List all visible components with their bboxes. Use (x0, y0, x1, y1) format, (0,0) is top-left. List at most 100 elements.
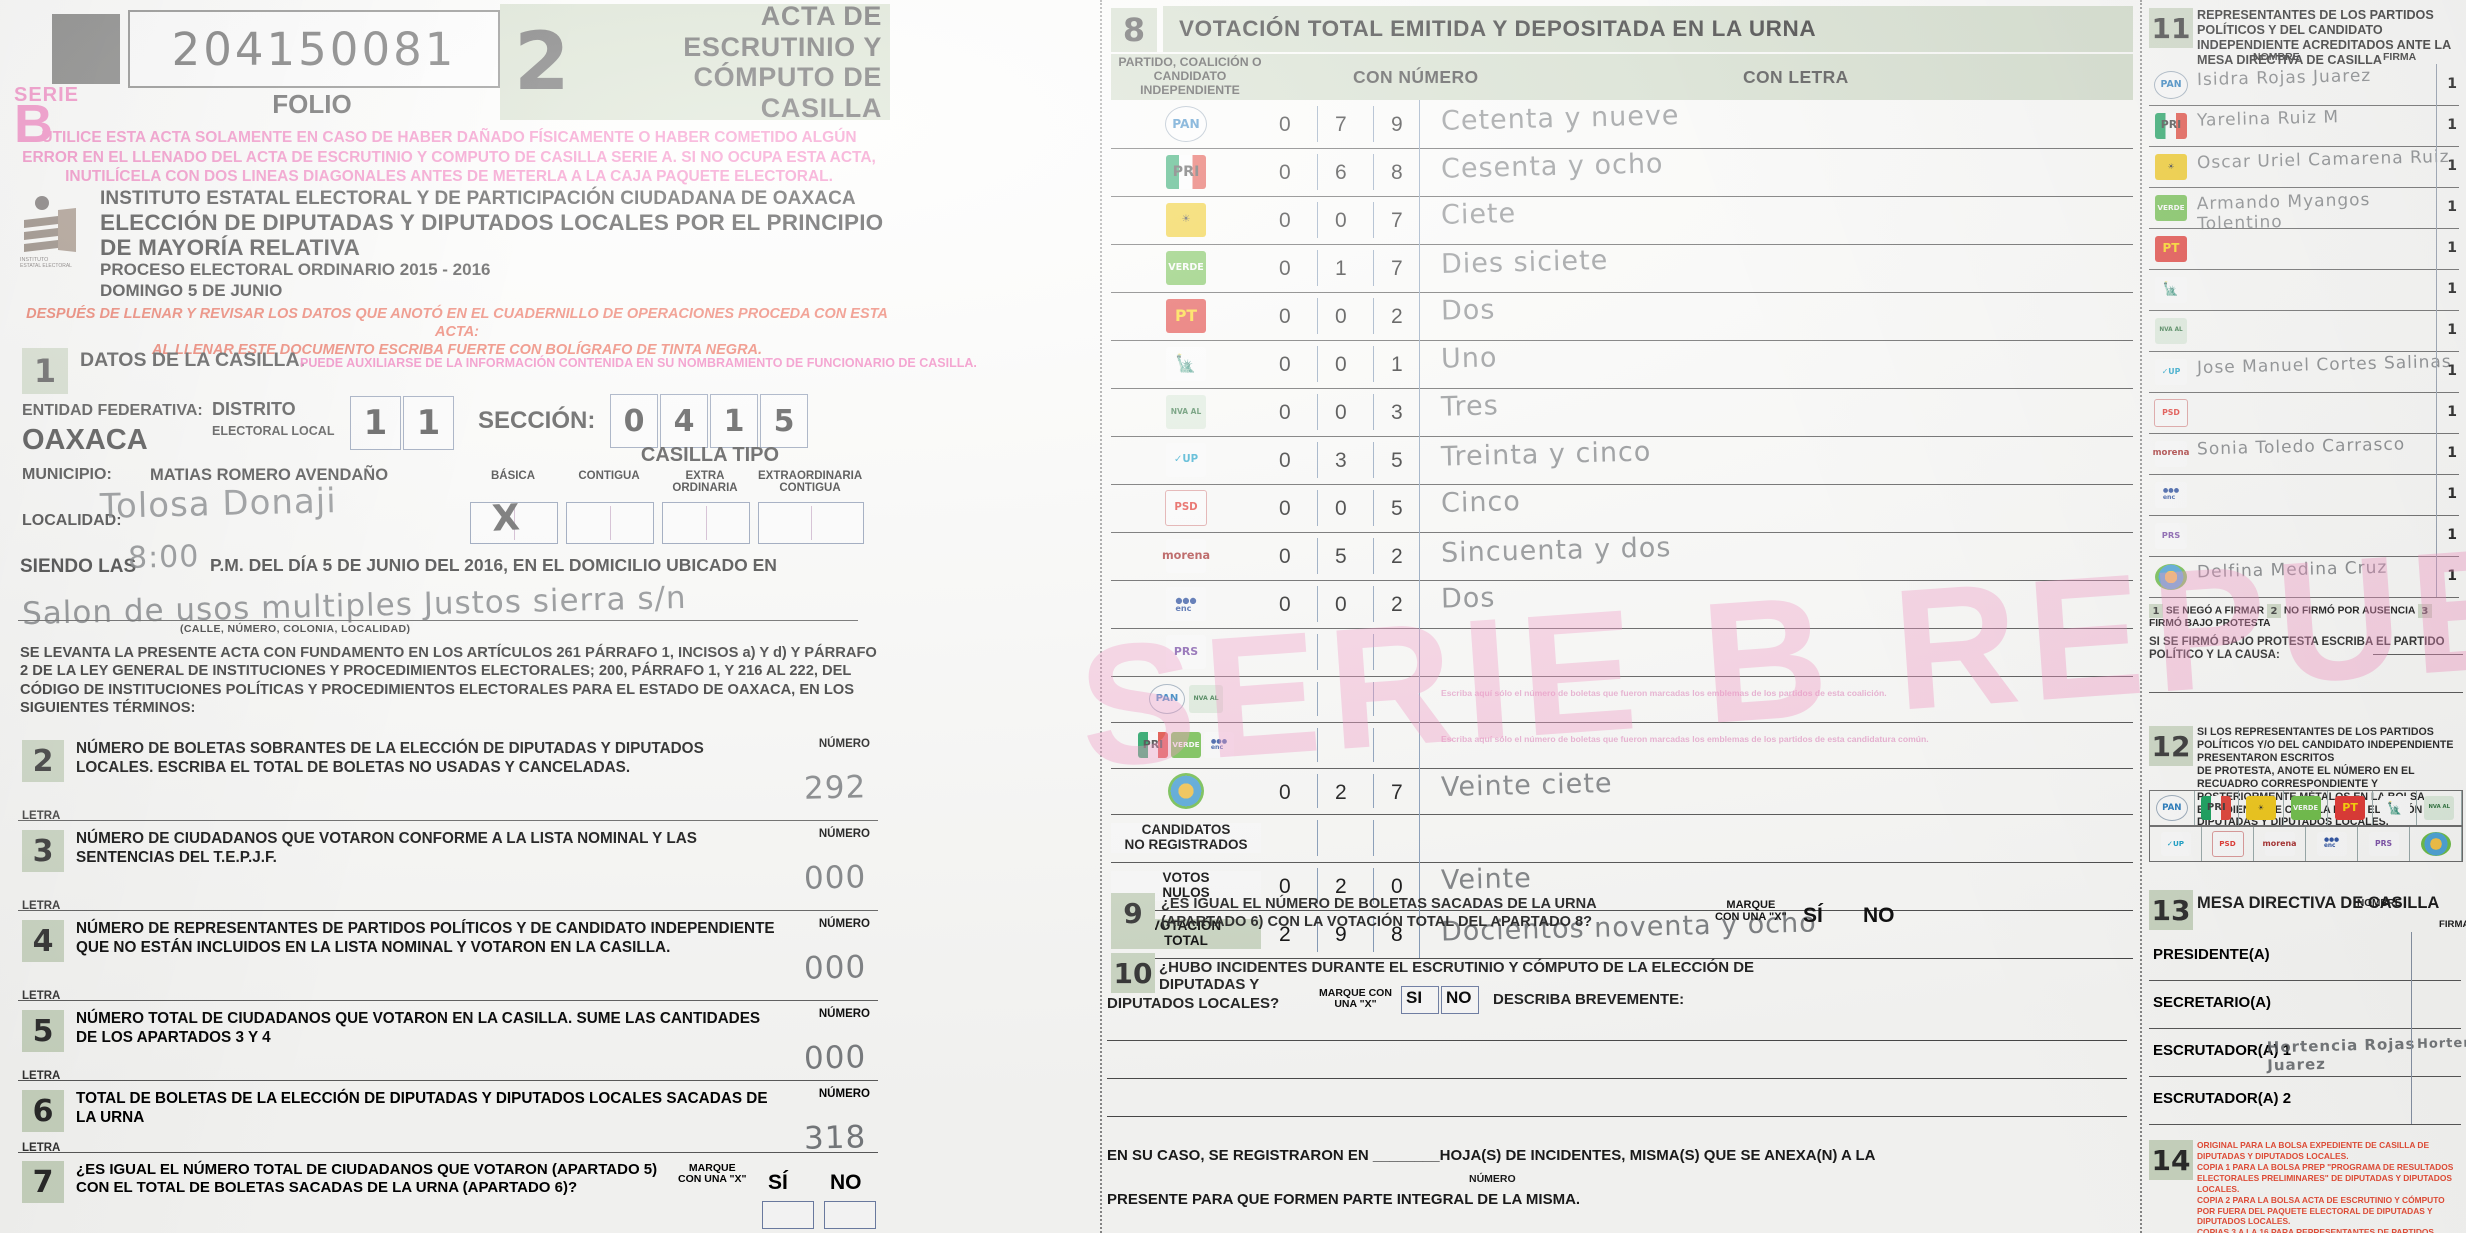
vote-number-cells[interactable]: 0 5 2 (1261, 532, 1431, 580)
protest-cell-pri[interactable]: PRI (2195, 791, 2240, 825)
vote-digit[interactable]: 0 (1279, 161, 1291, 185)
protest-cell-candidatura-comun[interactable] (2410, 827, 2462, 861)
vote-digit[interactable]: 2 (1335, 781, 1347, 804)
distrito-digit-2[interactable]: 1 (403, 396, 454, 450)
vote-digit[interactable]: 0 (1279, 781, 1291, 804)
vote-letters[interactable]: Dos (1440, 294, 1496, 327)
section-9-no[interactable]: NO (1863, 904, 1895, 927)
vote-number-cells[interactable]: 0 0 7 (1261, 196, 1431, 244)
vote-digit[interactable]: 1 (1391, 353, 1403, 377)
vote-digit[interactable]: 0 (1279, 401, 1291, 425)
item-4-value[interactable]: 000 (803, 949, 867, 987)
vote-digit[interactable]: 3 (1391, 401, 1403, 425)
protest-cell-pan[interactable]: PAN (2150, 791, 2195, 825)
vote-letters[interactable]: Cesenta y ocho (1440, 148, 1664, 185)
vote-number-cells[interactable]: 0 1 7 (1261, 244, 1431, 292)
protest-cell-encuentro-social[interactable]: ●●● enc (2306, 827, 2358, 861)
vote-digit[interactable]: 0 (1335, 353, 1347, 377)
protesta-line-1[interactable] (2373, 654, 2463, 655)
localidad-value[interactable]: Tolosa Donaji (99, 481, 338, 527)
item-7-no[interactable]: NO (830, 1171, 862, 1194)
representative-name[interactable]: Oscar Uriel Camarena Ruiz (2196, 146, 2450, 174)
vote-letters[interactable]: Treinta y cinco (1440, 436, 1652, 473)
protest-cell-pt[interactable]: PT (2328, 791, 2373, 825)
casilla-tipo-contigua-box[interactable] (566, 502, 654, 544)
vote-digit[interactable]: 0 (1279, 257, 1291, 281)
casilla-tipo-basica-box[interactable] (470, 502, 558, 544)
vote-digit[interactable]: 0 (1335, 305, 1347, 329)
representative-name[interactable]: Delfina Medina Cruz (2196, 557, 2388, 583)
item-7-no-box[interactable] (824, 1201, 876, 1229)
incident-line-3[interactable] (1107, 1116, 2127, 1117)
vote-number-cells[interactable]: 0 0 2 (1261, 580, 1431, 628)
votacion-total-cells[interactable]: 2 9 8 (1261, 910, 1431, 958)
vote-number-cells[interactable]: 0 6 8 (1261, 148, 1431, 196)
vote-digit[interactable]: 2 (1279, 923, 1291, 946)
vote-number-cells[interactable]: 0 0 5 (1261, 484, 1431, 532)
casilla-tipo-extraordinaria-contigua-box[interactable] (758, 502, 864, 544)
item-7-si-box[interactable] (762, 1201, 814, 1229)
casilla-tipo-extraordinaria-box[interactable] (662, 502, 750, 544)
vote-digit[interactable]: 3 (1335, 449, 1347, 473)
seccion-digit-3[interactable]: 1 (710, 394, 758, 448)
protest-cell-psd[interactable]: PSD (2202, 827, 2254, 861)
vote-digit[interactable]: 2 (1391, 545, 1403, 569)
vote-number-cells[interactable] (1261, 628, 1431, 676)
incident-line-1[interactable] (1107, 1040, 2127, 1041)
item-3-value[interactable]: 000 (803, 859, 867, 897)
item-2-value[interactable]: 292 (803, 769, 867, 807)
vote-digit[interactable]: 9 (1335, 923, 1347, 946)
vote-digit[interactable]: 0 (1279, 449, 1291, 473)
vote-letters[interactable]: Sincuenta y dos (1440, 532, 1672, 569)
vote-digit[interactable]: 0 (1279, 209, 1291, 233)
protest-cell-nueva-alianza[interactable]: NVA AL (2417, 791, 2463, 825)
vote-digit[interactable]: 7 (1335, 113, 1347, 137)
vote-digit[interactable]: 8 (1391, 161, 1403, 185)
hora-value[interactable]: 8:00 (127, 539, 200, 576)
vote-number-cells[interactable]: 0 0 3 (1261, 388, 1431, 436)
vote-digit[interactable]: 9 (1391, 113, 1403, 137)
seccion-digit-4[interactable]: 5 (760, 394, 808, 448)
vote-number-cells[interactable]: 0 0 2 (1261, 292, 1431, 340)
incident-line-2[interactable] (1107, 1078, 2127, 1079)
protest-cell-prs[interactable]: PRS (2358, 827, 2410, 861)
vote-digit[interactable]: 7 (1391, 781, 1403, 804)
section-10-no-box[interactable] (1441, 986, 1479, 1014)
item-7-si[interactable]: SÍ (768, 1171, 788, 1194)
vote-number-cells[interactable]: 0 0 1 (1261, 340, 1431, 388)
vote-letters[interactable]: Cinco (1440, 485, 1522, 519)
vote-digit[interactable]: 2 (1391, 593, 1403, 617)
representative-name[interactable]: Sonia Toledo Carrasco (2196, 434, 2406, 460)
vote-digit[interactable]: 8 (1391, 923, 1403, 946)
seccion-digit-1[interactable]: 0 (610, 394, 658, 448)
vote-letters[interactable]: Tres (1440, 390, 1500, 423)
protest-cell-unidad-popular[interactable]: ✓UP (2150, 827, 2202, 861)
vote-digit[interactable]: 2 (1391, 305, 1403, 329)
representative-name[interactable]: Yarelina Ruiz M (2196, 107, 2340, 131)
protest-cell-morena[interactable]: morena (2254, 827, 2306, 861)
votos-nulos-cells[interactable]: 0 2 0 (1261, 862, 1431, 910)
candidatura-comun-letters[interactable]: Veinte ciete (1440, 767, 1613, 804)
mesa-firma[interactable]: Hortencia (2416, 1035, 2466, 1052)
vote-digit[interactable]: 0 (1279, 497, 1291, 521)
vote-letters[interactable]: Dos (1440, 582, 1496, 615)
vote-digit[interactable]: 2 (1335, 875, 1347, 898)
vote-digit[interactable]: 6 (1335, 161, 1347, 185)
vote-digit[interactable]: 0 (1335, 593, 1347, 617)
vote-digit[interactable]: 1 (1335, 257, 1347, 281)
seccion-digit-2[interactable]: 4 (660, 394, 708, 448)
coalition-2-cells[interactable] (1261, 722, 1431, 768)
representative-name[interactable]: Jose Manuel Cortes Salinas (2196, 351, 2452, 379)
vote-digit[interactable]: 0 (1279, 593, 1291, 617)
protest-cell-prd[interactable]: ☀ (2239, 791, 2284, 825)
vote-digit[interactable]: 5 (1335, 545, 1347, 569)
vote-digit[interactable]: 0 (1279, 113, 1291, 137)
protest-cell-mc[interactable]: 🗽 (2373, 791, 2418, 825)
vote-digit[interactable]: 0 (1391, 875, 1403, 898)
representative-name[interactable]: Isidra Rojas Juarez (2196, 65, 2372, 91)
vote-digit[interactable]: 0 (1335, 209, 1347, 233)
vote-digit[interactable]: 0 (1335, 401, 1347, 425)
coalition-1-cells[interactable] (1261, 676, 1431, 722)
vote-letters[interactable]: Dies siciete (1440, 244, 1609, 280)
protesta-line-2[interactable] (2149, 692, 2463, 693)
